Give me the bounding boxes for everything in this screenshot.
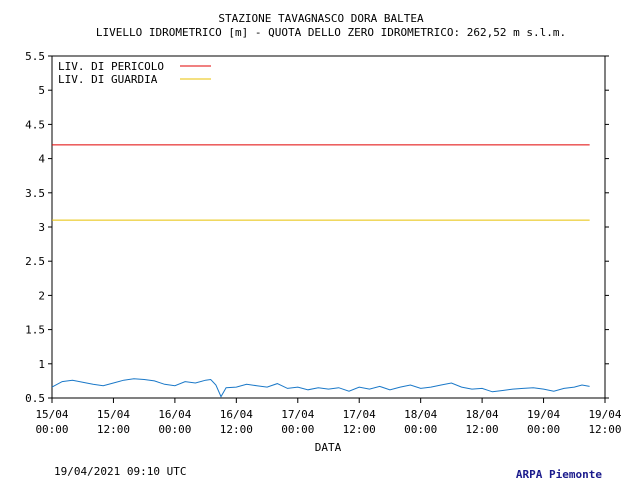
x-tick-day-4: 17/04 [281,408,314,421]
chart-title: STAZIONE TAVAGNASCO DORA BALTEA [218,12,424,25]
x-tick-time-9: 12:00 [588,423,621,436]
x-tick-day-5: 17/04 [343,408,376,421]
x-tick-day-0: 15/04 [35,408,68,421]
x-tick-day-2: 16/04 [158,408,191,421]
x-tick-day-8: 19/04 [527,408,560,421]
x-tick-day-7: 18/04 [466,408,499,421]
x-tick-time-7: 12:00 [466,423,499,436]
plot-frame [51,55,606,399]
x-axis: 15/04 00:00 15/04 12:00 16/04 00:00 16/04 12:00… [35,398,622,436]
x-tick-time-1: 12:00 [97,423,130,436]
series-layer [51,378,590,398]
y-tick-label-2: 1.5 [25,324,45,337]
credit-label: ARPA Piemonte [515,468,602,481]
x-tick-time-5: 12:00 [343,423,376,436]
y-axis: 0.5 1 1.5 2 2.5 3 3.5 4 4.5 5 5.5 [25,50,609,405]
y-tick-label-8: 4.5 [25,118,45,131]
x-tick-time-3: 12:00 [220,423,253,436]
x-tick-time-6: 00:00 [404,423,437,436]
x-tick-day-3: 16/04 [220,408,253,421]
legend-label-0: LIV. DI PERICOLO [58,60,164,73]
y-tick-label-4: 2.5 [25,255,45,268]
y-tick-label-10: 5.5 [25,50,45,63]
legend-label-1: LIV. DI GUARDIA [58,73,158,86]
y-tick-label-3: 2 [38,289,45,302]
x-axis-label: DATA [315,441,342,454]
y-tick-label-6: 3.5 [25,187,45,200]
y-tick-label-0: 0.5 [25,392,45,405]
x-tick-day-9: 19/04 [588,408,621,421]
x-tick-day-6: 18/04 [404,408,437,421]
x-tick-day-1: 15/04 [97,408,130,421]
y-tick-label-7: 4 [38,153,45,166]
timestamp-label: 19/04/2021 09:10 UTC [54,465,187,478]
y-tick-label-1: 1 [38,358,45,371]
y-tick-label-9: 5 [38,84,45,97]
reference-lines [52,144,590,221]
series-line-0 [51,378,590,398]
x-tick-time-2: 00:00 [158,423,191,436]
chart-subtitle: LIVELLO IDROMETRICO [m] - QUOTA DELLO ZE… [96,26,566,39]
y-tick-label-5: 3 [38,221,45,234]
x-tick-time-4: 00:00 [281,423,314,436]
x-tick-time-0: 00:00 [35,423,68,436]
x-tick-time-8: 00:00 [527,423,560,436]
